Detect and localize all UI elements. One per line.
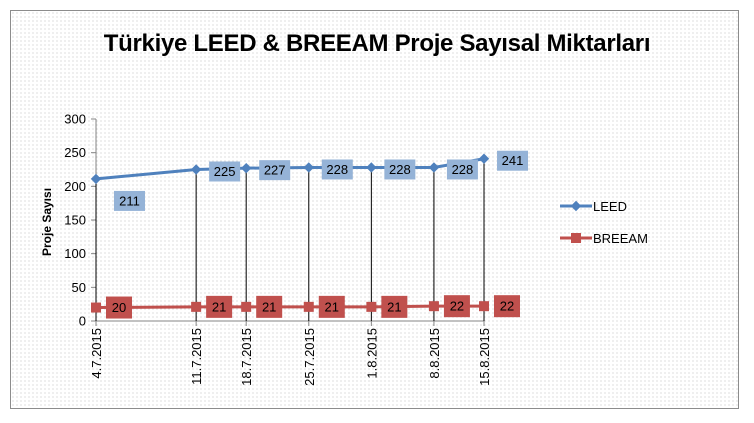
point-leed [428,162,440,173]
data-label-breeam: 21 [387,299,401,314]
y-tick-label: 0 [79,314,86,329]
data-label-box-leed [259,160,291,181]
point-leed [240,162,252,174]
data-label-box-breeam [206,295,233,318]
y-tick-label: 50 [72,280,86,295]
point-leed [366,162,377,173]
point-leed [478,153,490,164]
point-breeam [571,233,581,243]
point-leed [570,200,582,212]
data-label-box-leed [321,159,353,180]
data-label-leed: 228 [389,162,411,177]
y-axis-title: Proje Sayısı [40,188,54,256]
point-leed [90,173,102,185]
legend-label-breeam: BREEAM [593,231,648,246]
x-tick-label: 15.8.2015 [477,328,492,386]
data-label-leed: 228 [326,162,348,177]
data-label-leed: 211 [119,193,140,208]
data-label-box-breeam [443,295,470,318]
data-label-box-leed [114,190,145,211]
data-label-box-leed [384,159,416,180]
data-label-leed: 227 [264,163,286,178]
point-breeam [191,301,202,312]
legend-label-leed: LEED [593,199,627,214]
y-tick-label: 200 [64,179,86,194]
x-tick-label: 1.8.2015 [364,328,379,379]
point-breeam [479,301,489,312]
x-tick-label: 4.7.2015 [89,328,104,379]
data-label-box-breeam [381,295,408,318]
y-tick-label: 250 [64,145,86,160]
point-leed [190,164,202,175]
data-label-box-leed [497,150,528,171]
y-tick-label: 150 [64,213,86,228]
data-label-breeam: 22 [450,299,464,314]
y-tick-label: 300 [64,112,86,127]
data-label-leed: 241 [502,153,524,168]
x-tick-label: 18.7.2015 [239,328,254,386]
data-label-box-breeam [256,295,283,318]
data-label-breeam: 20 [112,300,126,315]
point-leed [303,162,314,173]
data-label-breeam: 21 [325,299,339,314]
point-breeam [428,301,439,312]
point-breeam [91,302,101,313]
point-breeam [303,301,314,312]
x-tick-label: 11.7.2015 [189,328,204,385]
data-label-box-breeam [494,295,520,318]
chart-title: Türkiye LEED & BREEAM Proje Sayısal Mikt… [103,30,651,57]
series-line-breeam [95,304,484,310]
data-label-leed: 225 [214,164,236,179]
data-label-box-leed [209,161,241,182]
point-breeam [241,301,252,312]
data-label-leed: 228 [452,162,474,177]
data-label-box-breeam [106,296,132,319]
data-label-box-breeam [318,295,345,318]
x-tick-label: 25.7.2015 [302,328,317,386]
data-label-box-leed [446,159,478,180]
y-tick-label: 100 [64,246,86,261]
x-tick-label: 8.8.2015 [427,328,442,379]
data-label-breeam: 22 [500,299,514,314]
point-breeam [366,301,377,312]
data-label-breeam: 21 [262,299,276,314]
chart-frame [10,10,739,409]
data-label-breeam: 21 [212,299,226,314]
